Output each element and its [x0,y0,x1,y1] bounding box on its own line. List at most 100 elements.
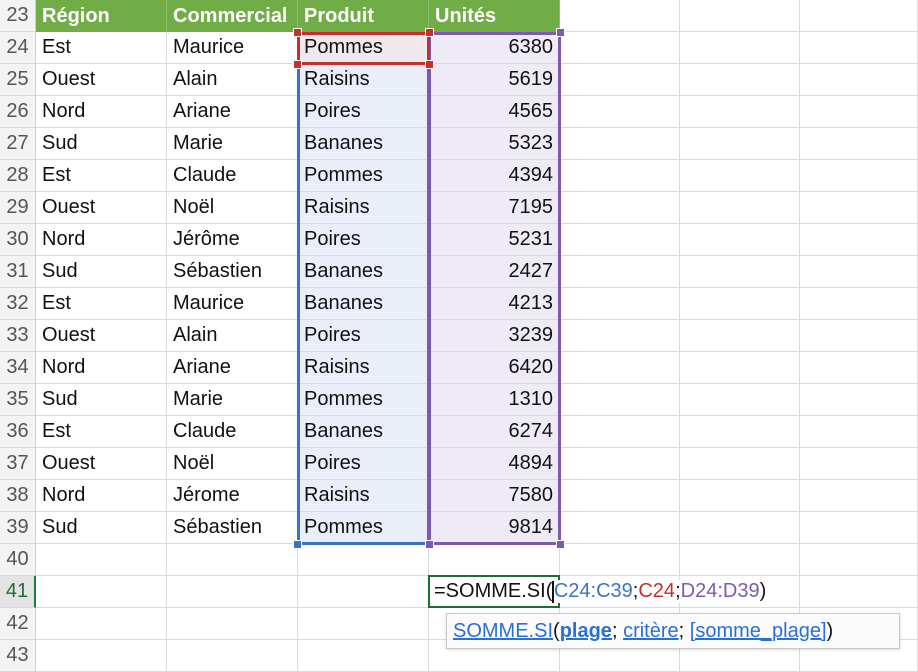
cell-commercial[interactable]: Claude [167,160,298,192]
cell-region[interactable]: Ouest [36,320,167,352]
range-handle-somme-plage[interactable] [556,28,565,37]
cell-produit[interactable]: Raisins [298,480,429,512]
tooltip-arg-critere[interactable]: critère [623,619,679,642]
cell-commercial[interactable]: Maurice [167,288,298,320]
cell-commercial[interactable]: Sébastien [167,256,298,288]
cell-unites[interactable]: 2427 [429,256,560,288]
empty-cell[interactable] [800,160,918,192]
cell-produit[interactable]: Poires [298,320,429,352]
empty-cell[interactable] [800,192,918,224]
row-number[interactable]: 34 [0,352,36,384]
empty-cell[interactable] [298,576,429,608]
empty-cell[interactable] [800,64,918,96]
empty-cell[interactable] [560,288,680,320]
row-number[interactable]: 23 [0,0,36,32]
empty-cell[interactable] [560,96,680,128]
row-number[interactable]: 28 [0,160,36,192]
range-handle-plage[interactable] [293,540,302,549]
empty-cell[interactable] [36,544,167,576]
cell-unites[interactable]: 6420 [429,352,560,384]
cell-unites[interactable]: 4394 [429,160,560,192]
cell-region[interactable]: Est [36,32,167,64]
empty-cell[interactable] [36,576,167,608]
cell-commercial[interactable]: Alain [167,320,298,352]
row-number[interactable]: 36 [0,416,36,448]
empty-cell[interactable] [680,512,800,544]
range-handle-somme-plage[interactable] [556,540,565,549]
row-number-active[interactable]: 41 [0,576,36,608]
tooltip-function-link[interactable]: SOMME.SI [453,619,554,642]
empty-cell[interactable] [560,544,680,576]
empty-cell[interactable] [680,96,800,128]
cell-produit[interactable]: Bananes [298,256,429,288]
cell-commercial[interactable]: Noël [167,448,298,480]
cell-region[interactable]: Nord [36,480,167,512]
empty-cell[interactable] [680,448,800,480]
empty-cell[interactable] [680,288,800,320]
range-handle-critere[interactable] [293,60,302,69]
cell-region[interactable]: Ouest [36,64,167,96]
empty-cell[interactable] [800,320,918,352]
empty-cell[interactable] [800,32,918,64]
empty-cell[interactable] [680,64,800,96]
cell-unites[interactable]: 7580 [429,480,560,512]
empty-cell[interactable] [800,0,918,32]
row-number[interactable]: 40 [0,544,36,576]
row-number[interactable]: 39 [0,512,36,544]
cell-unites[interactable]: 5231 [429,224,560,256]
empty-cell[interactable] [680,160,800,192]
empty-cell[interactable] [800,544,918,576]
empty-cell[interactable] [298,608,429,640]
empty-cell[interactable] [680,544,800,576]
empty-cell[interactable] [560,32,680,64]
empty-cell[interactable] [560,160,680,192]
row-number[interactable]: 33 [0,320,36,352]
row-number[interactable]: 29 [0,192,36,224]
cell-commercial[interactable]: Alain [167,64,298,96]
cell-region[interactable]: Est [36,288,167,320]
row-number[interactable]: 32 [0,288,36,320]
range-handle-critere[interactable] [425,60,434,69]
empty-cell[interactable] [560,416,680,448]
empty-cell[interactable] [680,128,800,160]
empty-cell[interactable] [680,32,800,64]
cell-produit[interactable]: Pommes [298,384,429,416]
cell-region[interactable]: Sud [36,128,167,160]
row-number[interactable]: 31 [0,256,36,288]
cell-region[interactable]: Nord [36,352,167,384]
cell-commercial[interactable]: Sébastien [167,512,298,544]
empty-cell[interactable] [800,384,918,416]
cell-region[interactable]: Ouest [36,448,167,480]
empty-cell[interactable] [560,128,680,160]
empty-cell[interactable] [800,576,918,608]
cell-unites[interactable]: 6380 [429,32,560,64]
cell-produit[interactable]: Pommes [298,160,429,192]
empty-cell[interactable] [800,96,918,128]
cell-commercial[interactable]: Jérome [167,480,298,512]
cell-unites[interactable]: 6274 [429,416,560,448]
empty-cell[interactable] [560,192,680,224]
empty-cell[interactable] [680,224,800,256]
cell-unites[interactable]: 3239 [429,320,560,352]
empty-cell[interactable] [800,288,918,320]
empty-cell[interactable] [680,256,800,288]
cell-unites[interactable]: 5619 [429,64,560,96]
row-number[interactable]: 37 [0,448,36,480]
empty-cell[interactable] [560,512,680,544]
range-handle-critere[interactable] [293,28,302,37]
empty-cell[interactable] [298,544,429,576]
range-handle-critere[interactable] [425,28,434,37]
cell-unites[interactable]: 4213 [429,288,560,320]
cell-commercial[interactable]: Marie [167,384,298,416]
cell-unites[interactable]: 4565 [429,96,560,128]
cell-produit[interactable]: Bananes [298,288,429,320]
cell-unites[interactable]: 5323 [429,128,560,160]
range-handle-somme-plage[interactable] [425,540,434,549]
cell-region[interactable]: Est [36,416,167,448]
empty-cell[interactable] [680,576,800,608]
row-number[interactable]: 35 [0,384,36,416]
row-number[interactable]: 24 [0,32,36,64]
empty-cell[interactable] [800,512,918,544]
empty-cell[interactable] [167,576,298,608]
empty-cell[interactable] [167,608,298,640]
